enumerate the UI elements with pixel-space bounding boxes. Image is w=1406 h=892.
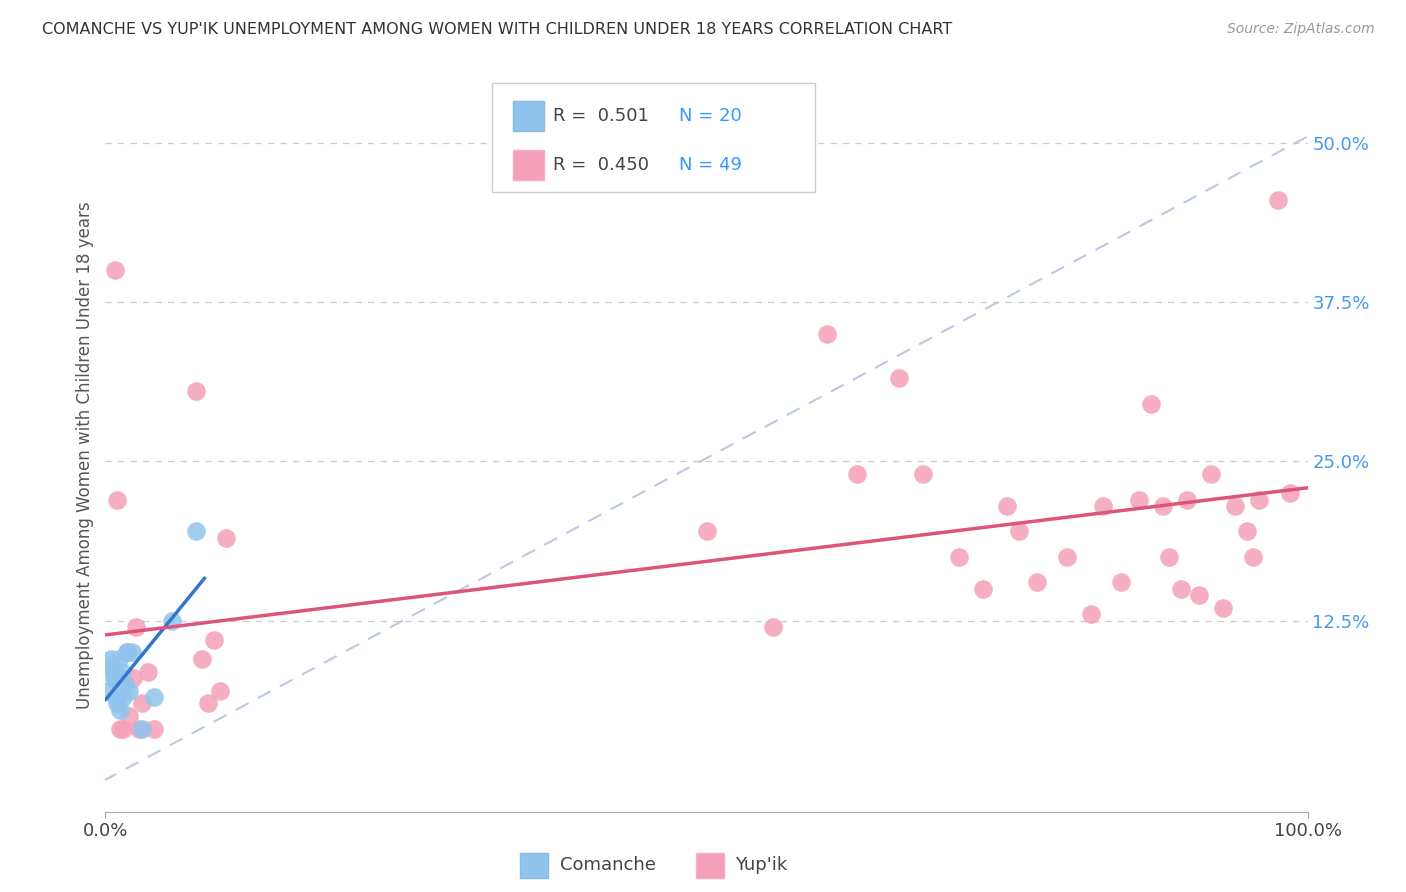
Point [118, 683, 141, 698]
Point [911, 467, 934, 481]
Point [972, 582, 994, 596]
Point [131, 697, 153, 711]
Point [101, 665, 124, 679]
Point [105, 690, 128, 704]
Point [1249, 492, 1271, 507]
Point [107, 697, 129, 711]
Point [142, 722, 165, 736]
Point [110, 671, 132, 685]
Point [111, 665, 134, 679]
Point [184, 524, 207, 539]
Point [845, 467, 868, 481]
Point [112, 722, 135, 736]
Point [124, 620, 146, 634]
Point [1225, 499, 1247, 513]
Point [97, 683, 120, 698]
Point [142, 690, 165, 704]
Point [1278, 486, 1301, 500]
Point [1170, 582, 1192, 596]
Point [1109, 575, 1132, 590]
Point [1140, 397, 1163, 411]
Point [1128, 492, 1150, 507]
Point [98, 658, 121, 673]
Point [1267, 193, 1289, 207]
Point [121, 645, 143, 659]
Point [1092, 499, 1115, 513]
Point [995, 499, 1018, 513]
Point [100, 652, 122, 666]
Point [122, 671, 145, 685]
Point [762, 620, 785, 634]
Text: Yup'ik: Yup'ik [735, 856, 787, 874]
Point [108, 722, 131, 736]
Point [103, 671, 125, 685]
Point [1236, 524, 1258, 539]
Point [815, 326, 838, 341]
Point [104, 263, 127, 277]
Point [131, 722, 153, 736]
Point [1188, 588, 1211, 602]
Point [114, 677, 136, 691]
Point [136, 665, 159, 679]
Point [1008, 524, 1031, 539]
Point [1212, 600, 1234, 615]
Point [202, 632, 225, 647]
Point [214, 531, 236, 545]
Point [887, 371, 910, 385]
Point [948, 549, 970, 564]
Point [1159, 549, 1181, 564]
Text: R =  0.501: R = 0.501 [553, 107, 648, 125]
Text: N = 20: N = 20 [679, 107, 742, 125]
Point [128, 722, 150, 736]
Point [112, 690, 135, 704]
Text: N = 49: N = 49 [679, 156, 742, 174]
Point [1201, 467, 1223, 481]
Text: COMANCHE VS YUP'IK UNEMPLOYMENT AMONG WOMEN WITH CHILDREN UNDER 18 YEARS CORRELA: COMANCHE VS YUP'IK UNEMPLOYMENT AMONG WO… [42, 22, 952, 37]
Point [190, 652, 212, 666]
Point [107, 492, 129, 507]
Point [115, 645, 138, 659]
Point [1243, 549, 1265, 564]
Text: Comanche: Comanche [560, 856, 655, 874]
Point [107, 652, 129, 666]
Point [696, 524, 718, 539]
Point [104, 671, 127, 685]
Point [1152, 499, 1174, 513]
Point [108, 703, 131, 717]
Point [115, 645, 138, 659]
Y-axis label: Unemployment Among Women with Children Under 18 years: Unemployment Among Women with Children U… [76, 201, 94, 709]
Point [1175, 492, 1198, 507]
Text: Source: ZipAtlas.com: Source: ZipAtlas.com [1227, 22, 1375, 37]
Point [208, 683, 231, 698]
Point [118, 709, 141, 723]
Point [160, 614, 183, 628]
Point [1080, 607, 1102, 622]
Point [1056, 549, 1078, 564]
Point [1026, 575, 1049, 590]
Text: R =  0.450: R = 0.450 [553, 156, 648, 174]
Point [184, 384, 207, 399]
Point [197, 697, 219, 711]
